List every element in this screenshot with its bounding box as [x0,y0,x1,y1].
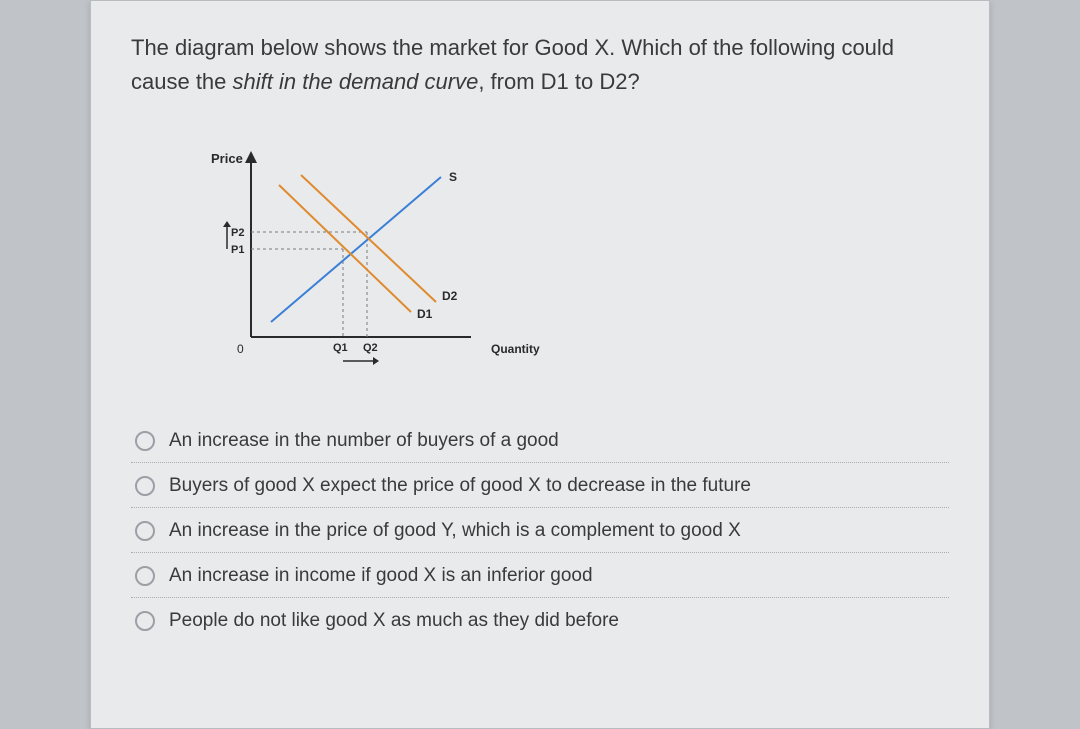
option-row[interactable]: Buyers of good X expect the price of goo… [131,463,949,508]
option-row[interactable]: People do not like good X as much as the… [131,598,949,642]
option-row[interactable]: An increase in the number of buyers of a… [131,418,949,463]
radio-icon[interactable] [135,521,155,541]
svg-text:D2: D2 [442,289,458,303]
question-line-1: The diagram below shows the market for G… [131,35,894,60]
chart-svg: Price Quantity 0 S D1 D2 P1 P2 Q1 Q2 [171,127,591,387]
option-label: People do not like good X as much as the… [169,610,619,632]
svg-text:S: S [449,170,457,184]
option-row[interactable]: An increase in income if good X is an in… [131,553,949,598]
question-line-2-prefix: cause the [131,69,233,94]
question-card: The diagram below shows the market for G… [90,0,990,729]
option-label: An increase in the price of good Y, whic… [169,520,741,542]
option-label: An increase in income if good X is an in… [169,565,593,587]
radio-icon[interactable] [135,611,155,631]
radio-icon[interactable] [135,476,155,496]
option-row[interactable]: An increase in the price of good Y, whic… [131,508,949,553]
svg-text:0: 0 [237,342,244,356]
answer-options: An increase in the number of buyers of a… [131,418,949,642]
question-line-2-suffix: , from D1 to D2? [478,69,639,94]
radio-icon[interactable] [135,566,155,586]
svg-text:P1: P1 [231,244,244,256]
supply-demand-chart: Price Quantity 0 S D1 D2 P1 P2 Q1 Q2 [171,127,949,392]
svg-text:Price: Price [211,151,243,166]
option-label: Buyers of good X expect the price of goo… [169,475,751,497]
svg-text:Quantity: Quantity [491,342,540,356]
question-text: The diagram below shows the market for G… [131,31,949,99]
svg-text:D1: D1 [417,307,433,321]
svg-text:P2: P2 [231,227,244,239]
option-label: An increase in the number of buyers of a… [169,430,559,452]
radio-icon[interactable] [135,431,155,451]
svg-text:Q1: Q1 [333,342,348,354]
svg-text:Q2: Q2 [363,342,378,354]
question-line-2-italic: shift in the demand curve [233,69,479,94]
